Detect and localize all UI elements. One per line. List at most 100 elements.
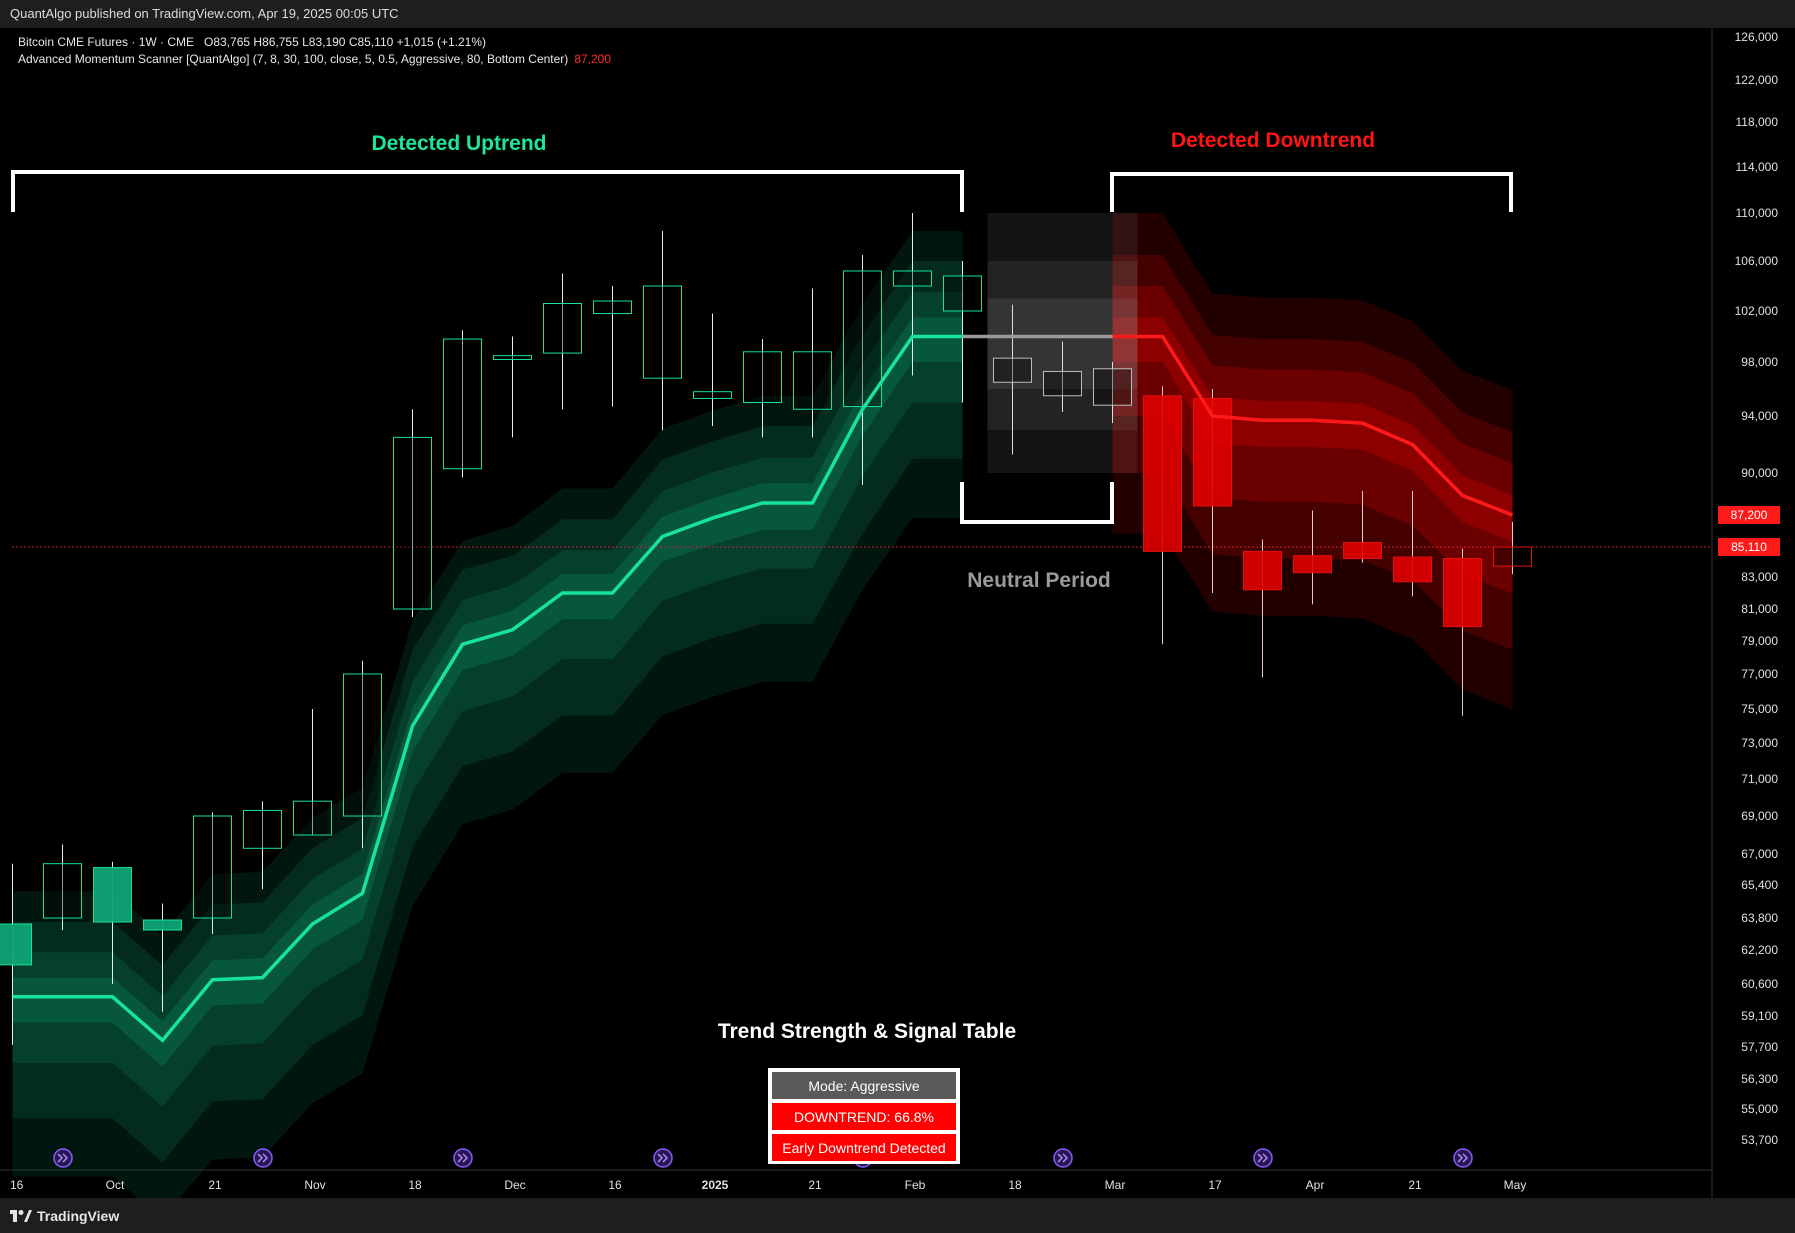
candle: [993, 304, 1032, 455]
candle: [1043, 341, 1082, 412]
price-tick-label: 73,000: [1741, 736, 1778, 750]
candle-body: [793, 351, 832, 410]
candle-body: [1443, 558, 1482, 628]
candle-body: [93, 867, 132, 923]
candle-body: [1293, 555, 1332, 574]
neutral-bracket: [960, 482, 1114, 524]
legend-indicator: Advanced Momentum Scanner [QuantAlgo] (7…: [18, 52, 611, 66]
candle: [0, 863, 32, 1045]
price-tick-label: 126,000: [1735, 30, 1779, 44]
downtrend-bracket: [1110, 172, 1513, 212]
band: [12, 292, 963, 1107]
candle: [293, 709, 332, 836]
candle: [743, 339, 782, 438]
price-tick-label: 110,000: [1736, 206, 1779, 220]
tradingview-brand: TradingView: [37, 1208, 120, 1224]
time-tick-label: 21: [1408, 1178, 1422, 1192]
price-badge: [1718, 506, 1780, 524]
event-marker-chevron: [257, 1153, 264, 1163]
time-tick-label: 16: [10, 1178, 24, 1192]
event-marker-icon[interactable]: [1053, 1148, 1073, 1168]
price-tick-label: 53,700: [1741, 1133, 1778, 1147]
price-tick-label: 83,000: [1741, 570, 1778, 584]
candle-body: [693, 391, 732, 399]
time-tick-label: 18: [408, 1178, 422, 1192]
candle: [93, 861, 132, 984]
legend-symbol: Bitcoin CME Futures · 1W · CME O83,765 H8…: [18, 35, 486, 49]
candle-body: [1493, 546, 1532, 567]
candles: [0, 213, 1532, 1045]
candle: [593, 286, 632, 407]
candle-body: [1043, 370, 1082, 397]
candle-body: [143, 919, 182, 931]
band: [12, 261, 963, 1163]
publish-text: QuantAlgo published on TradingView.com, …: [10, 6, 399, 21]
candle-body: [1143, 395, 1182, 552]
publish-header: QuantAlgo published on TradingView.com, …: [0, 0, 1795, 28]
event-marker-icon[interactable]: [1253, 1148, 1273, 1168]
price-tick-label: 106,000: [1735, 254, 1779, 268]
event-marker-chevron: [1062, 1153, 1069, 1163]
candle: [1343, 491, 1382, 563]
trend-line-up: [12, 334, 963, 1043]
price-axis: 126,000 122,000 118,000 114,000 110,000 106,0…: [1711, 28, 1780, 1198]
neutral-label: Neutral Period: [967, 569, 1111, 592]
event-markers[interactable]: [53, 1148, 1473, 1168]
price-tick-label: 71,000: [1741, 772, 1778, 786]
event-marker-icon[interactable]: [1453, 1148, 1473, 1168]
event-marker-icon[interactable]: [653, 1148, 673, 1168]
table-mode: Mode: Aggressive: [808, 1078, 919, 1094]
candle-body: [593, 300, 632, 315]
event-marker-chevron: [662, 1153, 669, 1163]
candle: [893, 213, 932, 376]
candle-body: [893, 270, 932, 287]
candle-body: [0, 923, 32, 966]
candle: [793, 288, 832, 438]
candle: [143, 903, 182, 1012]
event-marker-chevron: [1457, 1153, 1464, 1163]
price-badge-label: 87,200: [1731, 508, 1768, 522]
event-marker-chevron: [57, 1153, 64, 1163]
time-tick-label: 21: [208, 1178, 222, 1192]
trend-line: [12, 334, 1514, 1043]
uptrend-label: Detected Uptrend: [371, 132, 546, 155]
time-tick-label: Dec: [504, 1178, 525, 1192]
event-marker-icon[interactable]: [453, 1148, 473, 1168]
candle-body: [543, 303, 582, 354]
time-axis: 16 Oct 21 Nov 18 Dec 16 2025 21 Feb 18 Mar 17 Apr 21 Ma…: [0, 1169, 1712, 1192]
event-marker-icon[interactable]: [53, 1148, 73, 1168]
trend-line-down: [1112, 334, 1514, 517]
candle-body: [293, 800, 332, 836]
price-tick-label: 56,300: [1741, 1072, 1778, 1086]
candle: [243, 801, 282, 890]
uptrend-bracket: [11, 170, 964, 212]
candle: [1493, 521, 1532, 575]
candle: [843, 255, 882, 485]
event-marker-chevron: [62, 1153, 69, 1163]
price-tick-label: 98,000: [1741, 355, 1778, 369]
price-tick-label: 118,000: [1736, 115, 1779, 129]
candle: [643, 231, 682, 431]
event-marker-icon[interactable]: [253, 1148, 273, 1168]
tradingview-logo[interactable]: TradingView: [10, 1208, 119, 1224]
table-title: Trend Strength & Signal Table: [718, 1020, 1016, 1043]
time-tick-label: Nov: [304, 1178, 325, 1192]
price-tick-label: 90,000: [1741, 466, 1778, 480]
price-tick-label: 55,000: [1741, 1102, 1778, 1116]
candle: [1143, 386, 1182, 645]
candle: [1243, 539, 1282, 678]
price-tick-label: 62,200: [1741, 943, 1778, 957]
price-tick-label: 57,700: [1741, 1040, 1778, 1054]
candle: [543, 273, 582, 410]
event-marker-chevron: [1257, 1153, 1264, 1163]
candle-body: [843, 270, 882, 408]
candle-body: [993, 357, 1032, 383]
price-tick-label: 114,000: [1736, 160, 1779, 174]
table-signal: Early Downtrend Detected: [782, 1140, 945, 1156]
candle-body: [393, 436, 432, 610]
event-marker-chevron: [1462, 1153, 1469, 1163]
time-tick-label: 18: [1008, 1178, 1022, 1192]
price-tick-label: 79,000: [1741, 634, 1778, 648]
candle-body: [943, 275, 982, 312]
